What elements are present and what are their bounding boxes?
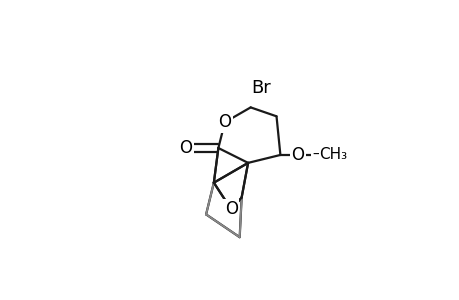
Text: O: O [179, 139, 192, 157]
Text: O: O [291, 146, 304, 164]
Text: O: O [291, 146, 304, 164]
Text: —: — [312, 148, 325, 162]
Text: O: O [179, 139, 192, 157]
Text: Br: Br [251, 79, 270, 97]
Text: Br: Br [251, 79, 270, 97]
Text: O: O [224, 200, 237, 218]
Text: O: O [218, 113, 231, 131]
Text: O: O [218, 113, 231, 131]
Text: CH₃: CH₃ [319, 148, 347, 163]
Text: O: O [224, 200, 237, 218]
